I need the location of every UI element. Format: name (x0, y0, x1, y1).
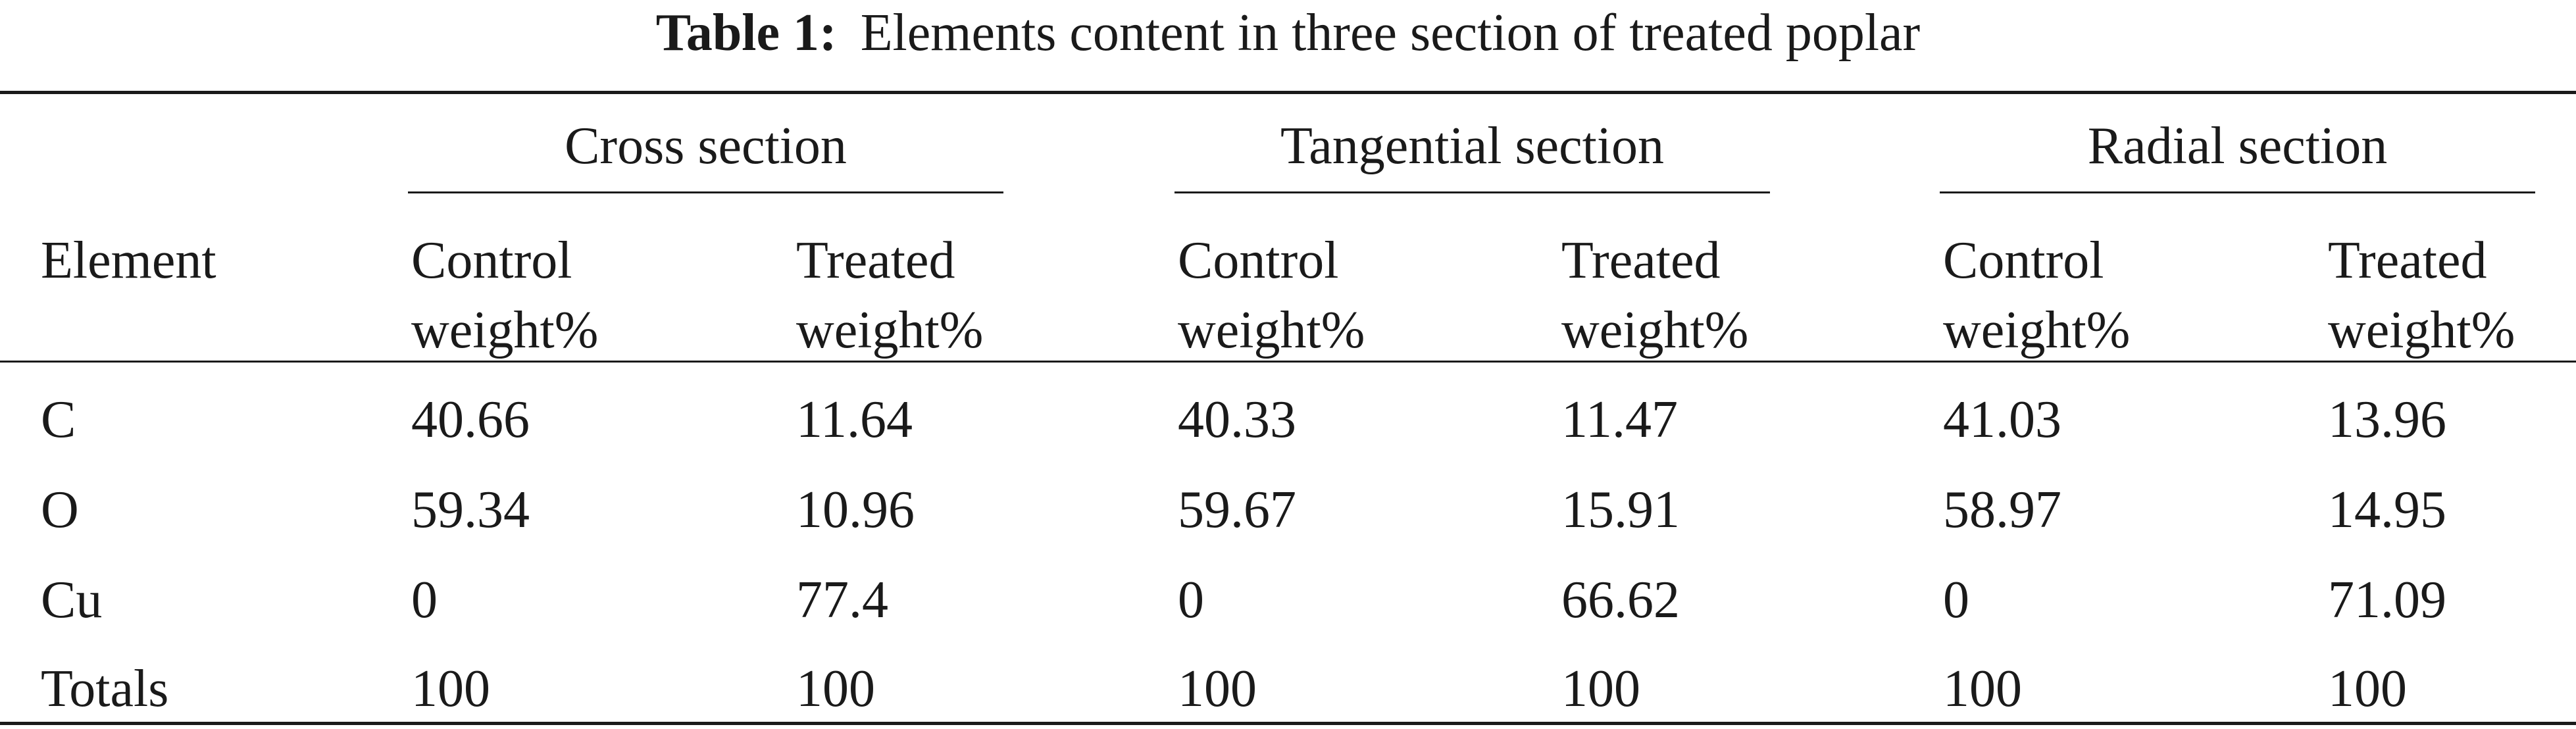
cell-tangential-treated: 11.47 (1561, 391, 1679, 449)
cell-radial-treated: 71.09 (2328, 571, 2446, 629)
column-header-tangential-control: Control weight% (1178, 232, 1365, 359)
cell-tangential-control: 59.67 (1178, 481, 1296, 539)
group-rule-tangential (1174, 191, 1770, 193)
column-header-cross-treated: Treated weight% (796, 232, 984, 359)
column-header-cross-control: Control weight% (411, 232, 599, 359)
cell-tangential-treated: 15.91 (1561, 481, 1680, 539)
cell-cross-control: 0 (411, 571, 438, 629)
column-header-radial-treated: Treated weight% (2328, 232, 2515, 359)
cell-cross-treated: 100 (796, 660, 875, 718)
row-label: O (41, 481, 79, 539)
group-rule-cross (408, 191, 1003, 193)
cell-cross-treated: 11.64 (796, 391, 913, 449)
cell-tangential-control: 40.33 (1178, 391, 1296, 449)
cell-radial-treated: 100 (2328, 660, 2407, 718)
cell-radial-control: 0 (1943, 571, 1969, 629)
row-label: Cu (41, 571, 103, 629)
cell-cross-treated: 10.96 (796, 481, 915, 539)
table-top-rule (0, 91, 2576, 94)
cell-radial-control: 100 (1943, 660, 2022, 718)
row-label: Totals (41, 660, 169, 718)
cell-tangential-treated: 66.62 (1561, 571, 1680, 629)
table-bottom-rule (0, 722, 2576, 725)
cell-radial-treated: 13.96 (2328, 391, 2446, 449)
row-label: C (41, 391, 76, 449)
group-header-tangential: Tangential section (1280, 117, 1665, 175)
cell-tangential-control: 100 (1178, 660, 1257, 718)
cell-tangential-treated: 100 (1561, 660, 1640, 718)
cell-cross-control: 59.34 (411, 481, 530, 539)
cell-radial-treated: 14.95 (2328, 481, 2446, 539)
table-caption: Table 1: Elements content in three sectio… (0, 1, 2576, 64)
group-header-radial: Radial section (2087, 117, 2388, 175)
header-bottom-rule (0, 361, 2576, 363)
cell-tangential-control: 0 (1178, 571, 1204, 629)
table-caption-text: Elements content in three section of tre… (860, 4, 1921, 62)
table-caption-label: Table 1: (655, 4, 837, 62)
cell-cross-treated: 77.4 (796, 571, 888, 629)
column-header-radial-control: Control weight% (1943, 232, 2131, 359)
column-header-element: Element (41, 232, 216, 289)
cell-cross-control: 40.66 (411, 391, 530, 449)
cell-radial-control: 41.03 (1943, 391, 2061, 449)
cell-cross-control: 100 (411, 660, 490, 718)
group-rule-radial (1940, 191, 2535, 193)
cell-radial-control: 58.97 (1943, 481, 2061, 539)
column-header-tangential-treated: Treated weight% (1561, 232, 1749, 359)
group-header-cross: Cross section (565, 117, 847, 175)
